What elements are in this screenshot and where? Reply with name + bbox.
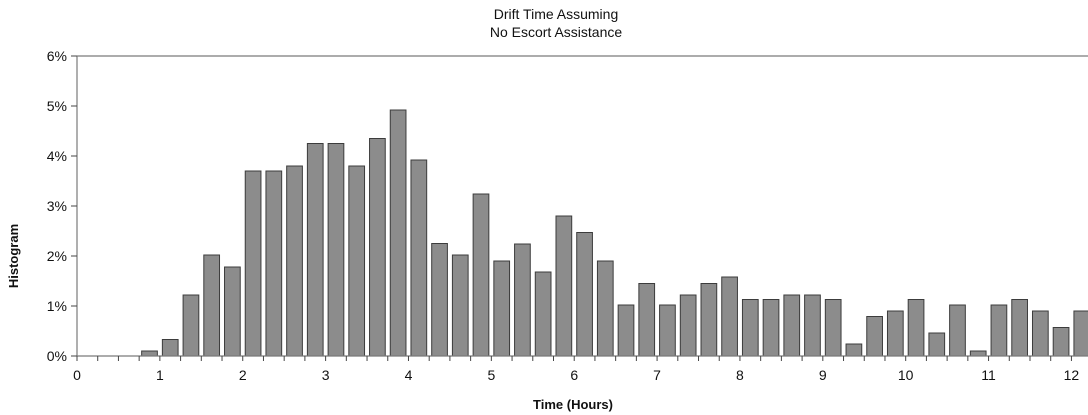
x-tick-label: 3 xyxy=(322,367,330,383)
x-tick-label: 6 xyxy=(570,367,578,383)
axes-group: 0%1%2%3%4%5%6%0 1 2 3 4 5 6 7 8 9 10 11 12 xyxy=(47,48,1088,383)
histogram-bar xyxy=(1011,299,1028,357)
histogram-bar xyxy=(286,165,303,357)
x-tick-label: 9 xyxy=(819,367,827,383)
histogram-bar xyxy=(659,304,676,357)
x-tick-label: 12 xyxy=(1064,367,1080,383)
histogram-bar xyxy=(845,343,863,357)
y-tick-label: 0% xyxy=(47,348,67,364)
histogram-bar xyxy=(389,109,407,357)
histogram-bar xyxy=(721,276,738,357)
y-axis-label: Histogram xyxy=(6,224,21,288)
histogram-bar xyxy=(182,294,200,357)
histogram-bar xyxy=(369,138,386,357)
histogram-bar xyxy=(514,243,531,357)
histogram-bar xyxy=(783,294,801,357)
histogram-bar xyxy=(617,304,635,357)
histogram-bar xyxy=(141,350,158,357)
histogram-bar xyxy=(493,260,511,357)
histogram-bar xyxy=(990,304,1008,357)
histogram-bar xyxy=(410,159,428,357)
histogram-bar xyxy=(1031,310,1049,357)
histogram-bar xyxy=(327,143,345,357)
x-tick-label: 10 xyxy=(898,367,914,383)
x-tick-label: 11 xyxy=(981,367,996,383)
histogram-bar xyxy=(866,316,883,357)
histogram-bar xyxy=(596,260,614,357)
histogram-bar xyxy=(203,254,221,357)
histogram-bar xyxy=(244,170,262,357)
histogram-bar xyxy=(949,304,966,357)
chart-title-line-1: Drift Time Assuming xyxy=(494,6,618,22)
histogram-bar xyxy=(224,266,241,357)
x-tick-label: 5 xyxy=(487,367,495,383)
chart-title-line-2: No Escort Assistance xyxy=(490,24,622,40)
bars-group xyxy=(141,109,1088,357)
histogram-bar xyxy=(886,310,904,357)
y-tick-label: 2% xyxy=(47,248,67,264)
x-tick-label: 0 xyxy=(73,367,81,383)
histogram-bar xyxy=(161,339,179,357)
histogram-bar xyxy=(348,165,366,357)
histogram-bar xyxy=(1052,327,1070,357)
histogram-bar xyxy=(1073,310,1088,357)
histogram-bar xyxy=(306,143,324,357)
histogram-bar xyxy=(638,283,656,357)
y-tick-label: 6% xyxy=(47,48,67,64)
histogram-bar xyxy=(534,271,552,357)
histogram-bar xyxy=(555,215,573,357)
x-tick-label: 2 xyxy=(239,367,247,383)
histogram-bar xyxy=(472,193,490,357)
y-tick-label: 3% xyxy=(47,198,67,214)
histogram-bar xyxy=(265,170,283,357)
histogram-bar xyxy=(824,299,842,357)
x-tick-label: 7 xyxy=(653,367,661,383)
histogram-bar xyxy=(700,283,718,357)
histogram-bar xyxy=(451,254,469,357)
y-tick-label: 1% xyxy=(47,298,67,314)
x-tick-label: 1 xyxy=(156,367,164,383)
x-tick-label: 4 xyxy=(405,367,413,383)
histogram-bar xyxy=(741,299,759,357)
histogram-bar xyxy=(928,332,946,357)
histogram-bar xyxy=(431,243,448,357)
y-tick-label: 5% xyxy=(47,98,67,114)
histogram-bar xyxy=(679,294,697,357)
histogram-bar xyxy=(762,299,780,357)
histogram-bar xyxy=(804,294,821,357)
histogram-bar xyxy=(907,299,925,357)
histogram-bar xyxy=(576,232,593,357)
x-tick-label: 8 xyxy=(736,367,744,383)
histogram-bar xyxy=(969,350,987,357)
x-axis-label: Time (Hours) xyxy=(533,397,613,412)
y-tick-label: 4% xyxy=(47,148,67,164)
